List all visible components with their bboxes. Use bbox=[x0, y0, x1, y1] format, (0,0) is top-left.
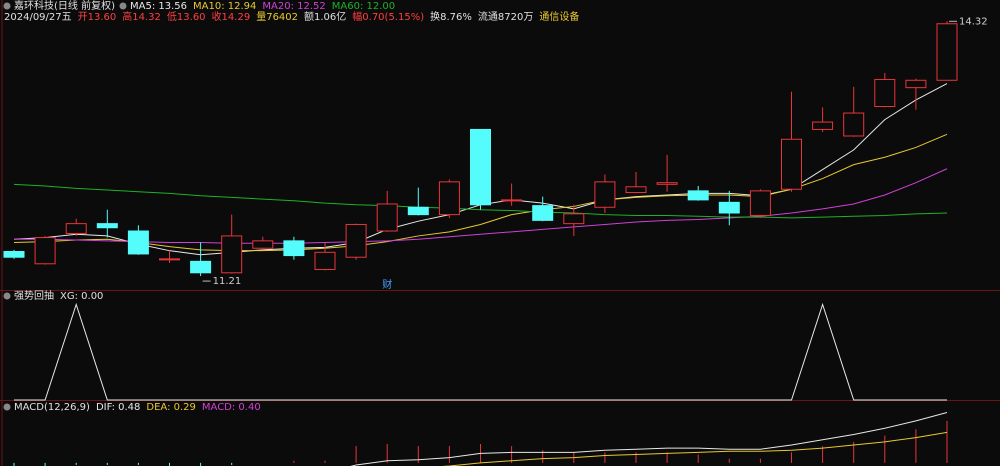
indicator-line bbox=[14, 302, 947, 401]
header-text: 通信设备 bbox=[539, 10, 579, 23]
candle-body bbox=[127, 230, 149, 255]
header-text: DEA: 0.29 bbox=[146, 402, 196, 413]
header-text: 换8.76% bbox=[430, 10, 472, 23]
candle-body bbox=[625, 186, 647, 194]
candle-body bbox=[314, 251, 336, 271]
candle-body bbox=[407, 206, 429, 216]
candle-body bbox=[159, 258, 180, 261]
annotation-label: 11.21 bbox=[213, 276, 242, 287]
candle-body bbox=[656, 182, 678, 185]
header-text: 流通8720万 bbox=[478, 10, 533, 23]
header-text: MA60: 12.00 bbox=[332, 1, 395, 12]
ma-line bbox=[14, 168, 948, 244]
candle-body bbox=[345, 223, 367, 258]
header-text: DIF: 0.48 bbox=[96, 402, 140, 413]
header-text: 额1.06亿 bbox=[304, 10, 346, 23]
header-text: XG: 0.00 bbox=[60, 291, 103, 302]
candle-body bbox=[843, 112, 865, 137]
candle-body bbox=[252, 240, 274, 249]
candle-body bbox=[96, 223, 118, 229]
annotation-label: 14.32 bbox=[959, 16, 988, 27]
header-text: 2024/09/27五 bbox=[4, 12, 72, 23]
candle-body bbox=[221, 235, 243, 274]
macd-line bbox=[441, 431, 948, 466]
candle-body bbox=[936, 23, 958, 81]
candle-body bbox=[190, 260, 212, 274]
header-text: 开13.60 bbox=[78, 12, 117, 23]
header-text: 高14.32 bbox=[122, 10, 161, 23]
candle-body bbox=[501, 199, 523, 202]
candle-body bbox=[3, 250, 25, 258]
header-text: MA5: 13.56 bbox=[130, 1, 187, 12]
header-text: MA20: 12.52 bbox=[262, 1, 325, 12]
panel-icon bbox=[119, 2, 127, 10]
panel-icon bbox=[3, 292, 11, 300]
candle-body bbox=[65, 223, 87, 234]
header-text: MACD(12,26,9) bbox=[14, 402, 90, 413]
event-marker: 财 bbox=[382, 278, 392, 291]
candle-body bbox=[749, 190, 771, 216]
macd-line bbox=[350, 412, 948, 466]
candle-body bbox=[283, 240, 305, 257]
header-text: 收14.29 bbox=[212, 10, 251, 23]
panel-icon bbox=[3, 403, 11, 411]
header-text: 幅0.70(5.15%) bbox=[352, 10, 424, 23]
candle-body bbox=[687, 190, 709, 201]
candle-body bbox=[718, 201, 740, 214]
candle-body bbox=[34, 237, 56, 265]
header-text: 低13.60 bbox=[167, 10, 206, 23]
panel-icon bbox=[3, 2, 11, 10]
candle-body bbox=[376, 203, 398, 232]
candle-body bbox=[905, 79, 927, 89]
candle-body bbox=[812, 121, 834, 130]
header-text: 嘉环科技(日线 前复权) bbox=[14, 0, 115, 12]
header-text: 强势回抽 bbox=[14, 289, 54, 302]
candle-body bbox=[594, 181, 616, 208]
candle-body bbox=[563, 213, 585, 225]
candle-body bbox=[874, 78, 896, 107]
candle-body bbox=[470, 128, 491, 206]
candle-body bbox=[438, 181, 460, 216]
candle-body bbox=[532, 205, 554, 221]
header-text: MACD: 0.40 bbox=[202, 402, 261, 413]
header-text: MA10: 12.94 bbox=[193, 1, 256, 12]
candle-body bbox=[781, 138, 802, 190]
header-text: 量76402 bbox=[256, 11, 298, 23]
